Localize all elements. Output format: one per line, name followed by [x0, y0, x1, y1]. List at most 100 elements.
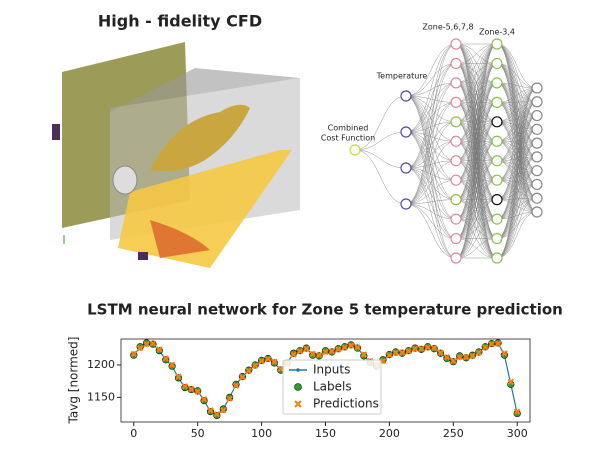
node — [491, 213, 503, 225]
cfd-rendering — [52, 42, 300, 268]
prediction-point — [181, 383, 189, 390]
node — [491, 116, 503, 128]
edge — [455, 121, 498, 259]
legend-swatch — [296, 368, 300, 372]
node — [400, 198, 412, 210]
edge — [496, 63, 538, 116]
prediction-point — [347, 342, 355, 349]
cfd-inlet — [138, 252, 148, 260]
prediction-point — [315, 352, 323, 359]
prediction-point — [488, 340, 495, 348]
node — [491, 38, 503, 50]
prediction-point — [514, 408, 521, 415]
legend-box — [282, 359, 382, 415]
x-tick-label: 300 — [507, 427, 528, 440]
node — [450, 77, 462, 89]
node — [491, 232, 503, 245]
edge — [354, 95, 407, 151]
edge — [405, 63, 457, 97]
edge — [405, 43, 457, 205]
prediction-point — [462, 353, 470, 361]
edge — [496, 43, 538, 213]
node — [491, 77, 503, 89]
prediction-point — [386, 352, 393, 359]
legend-swatch — [294, 383, 302, 391]
node — [450, 252, 462, 264]
edge — [354, 131, 407, 151]
edge — [496, 170, 538, 239]
node — [450, 213, 462, 225]
prediction-point — [162, 355, 169, 362]
node — [531, 165, 543, 177]
node — [531, 151, 543, 163]
prediction-point — [469, 352, 476, 360]
node — [400, 90, 412, 102]
legend-label: Labels — [313, 380, 352, 394]
edge — [405, 95, 457, 142]
cfd-inlet — [52, 124, 60, 140]
node — [450, 194, 462, 206]
edge — [405, 131, 457, 259]
prediction-point — [430, 344, 438, 352]
edge — [405, 160, 457, 205]
edge — [405, 43, 457, 97]
prediction-point — [303, 345, 310, 352]
prediction-point — [443, 353, 451, 361]
prediction-point — [264, 355, 272, 363]
edge — [405, 82, 457, 133]
edge — [405, 95, 457, 259]
prediction-point — [156, 346, 163, 353]
prediction-point — [168, 361, 176, 369]
edge — [496, 121, 538, 171]
cfd-isosurface — [150, 104, 250, 172]
edge — [455, 82, 498, 259]
prediction-point — [258, 357, 265, 365]
edge — [496, 184, 538, 259]
prediction-point — [424, 344, 431, 351]
edge — [455, 43, 498, 220]
prediction-point — [392, 349, 400, 356]
edge — [405, 167, 457, 259]
prediction-point — [418, 345, 425, 352]
edge — [455, 102, 498, 259]
node — [491, 57, 503, 70]
cfd-title: High - fidelity CFD — [98, 12, 262, 31]
edge — [405, 179, 457, 205]
prediction-point — [213, 411, 221, 418]
edge — [405, 203, 457, 259]
edge — [405, 63, 457, 133]
edge — [405, 167, 457, 200]
prediction-point — [309, 350, 316, 358]
edge — [455, 43, 498, 239]
prediction-point — [354, 344, 361, 351]
prediction-point — [207, 407, 214, 414]
prediction-point — [271, 358, 278, 365]
prediction-point — [360, 351, 368, 358]
node — [531, 109, 543, 122]
prediction-point — [411, 345, 419, 352]
legend-swatch — [294, 400, 302, 408]
edge — [455, 199, 498, 259]
prediction-point — [482, 344, 489, 351]
prediction-point — [450, 357, 457, 365]
edge — [405, 95, 457, 123]
node — [491, 174, 503, 186]
node — [531, 123, 543, 135]
chart-title: LSTM neural network for Zone 5 temperatu… — [87, 301, 563, 319]
x-tick-label: 200 — [379, 427, 400, 440]
cfd-box-top — [110, 68, 300, 112]
edge — [496, 198, 538, 259]
y-axis-label: Tavg [normed] — [67, 337, 81, 425]
node — [400, 162, 412, 174]
prediction-point — [194, 388, 201, 395]
edge — [405, 141, 457, 169]
node — [450, 232, 462, 245]
prediction-point — [341, 344, 348, 351]
chart: 0 50 100 150 200 250 300 1150 1200 Inputs Labels Pr… — [87, 338, 531, 440]
legend-label: Inputs — [313, 363, 350, 377]
node — [491, 96, 503, 108]
edge — [496, 101, 538, 259]
layer-label: Temperature — [376, 72, 428, 81]
node — [450, 57, 462, 70]
edge — [405, 131, 457, 161]
